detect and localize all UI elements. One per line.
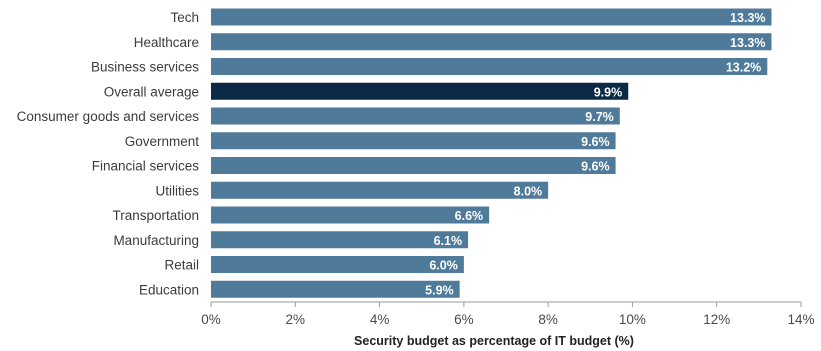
category-label-healthcare: Healthcare: [134, 35, 199, 50]
value-label-government: 9.6%: [581, 135, 610, 149]
bar-government: [211, 132, 616, 150]
category-labels-group: Tech Healthcare Business services Overall a…: [17, 10, 200, 297]
x-tick-label: 10%: [619, 312, 646, 327]
bar-business-services: [211, 58, 768, 75]
value-label-consumer-goods-and-services: 9.7%: [585, 110, 614, 124]
value-label-manufacturing: 6.1%: [434, 234, 463, 248]
x-tick-label: 12%: [703, 312, 730, 327]
bars-group: [211, 8, 772, 298]
bar-financial-services: [211, 157, 616, 174]
category-label-government: Government: [125, 134, 200, 149]
category-label-retail: Retail: [164, 258, 199, 273]
bar-transportation: [211, 206, 490, 224]
x-tick-label: 8%: [538, 312, 558, 327]
category-label-financial-services: Financial services: [92, 159, 200, 174]
value-label-business-services: 13.2%: [726, 61, 761, 75]
category-label-business-services: Business services: [91, 60, 199, 75]
bar-consumer-goods-and-services: [211, 107, 620, 125]
value-label-tech: 13.3%: [730, 11, 765, 25]
category-label-transportation: Transportation: [112, 208, 199, 223]
x-tick-label: 0%: [201, 312, 221, 327]
x-tick-label: 2%: [286, 312, 306, 327]
value-labels-group: 13.3% 13.3% 13.2% 9.9% 9.7% 9.6% 9.6% 8.0% 6.6% 6…: [425, 11, 765, 297]
value-label-retail: 6.0%: [429, 259, 458, 273]
value-label-healthcare: 13.3%: [730, 36, 765, 50]
x-axis-title: Security budget as percentage of IT budg…: [354, 334, 634, 348]
value-label-education: 5.9%: [425, 283, 454, 297]
x-ticks-group: 0% 2% 4% 6% 8% 10% 12% 14%: [201, 302, 815, 327]
value-label-overall-average: 9.9%: [594, 85, 623, 99]
value-label-financial-services: 9.6%: [581, 160, 610, 174]
category-label-tech: Tech: [170, 10, 199, 25]
bar-manufacturing: [211, 231, 469, 249]
value-label-transportation: 6.6%: [455, 209, 484, 223]
bar-utilities: [211, 181, 549, 199]
category-label-utilities: Utilities: [155, 183, 199, 198]
bar-healthcare: [211, 33, 772, 51]
x-tick-label: 14%: [787, 312, 814, 327]
bar-tech: [211, 8, 772, 26]
category-label-consumer-goods-and-services: Consumer goods and services: [17, 109, 200, 124]
bar-retail: [211, 256, 464, 273]
category-label-education: Education: [139, 282, 199, 297]
value-label-utilities: 8.0%: [514, 184, 543, 198]
category-label-overall-average: Overall average: [104, 84, 199, 99]
category-label-manufacturing: Manufacturing: [113, 233, 199, 248]
bar-education: [211, 280, 460, 298]
x-tick-label: 4%: [370, 312, 390, 327]
bar-overall-average: [211, 82, 629, 100]
x-tick-label: 6%: [454, 312, 474, 327]
